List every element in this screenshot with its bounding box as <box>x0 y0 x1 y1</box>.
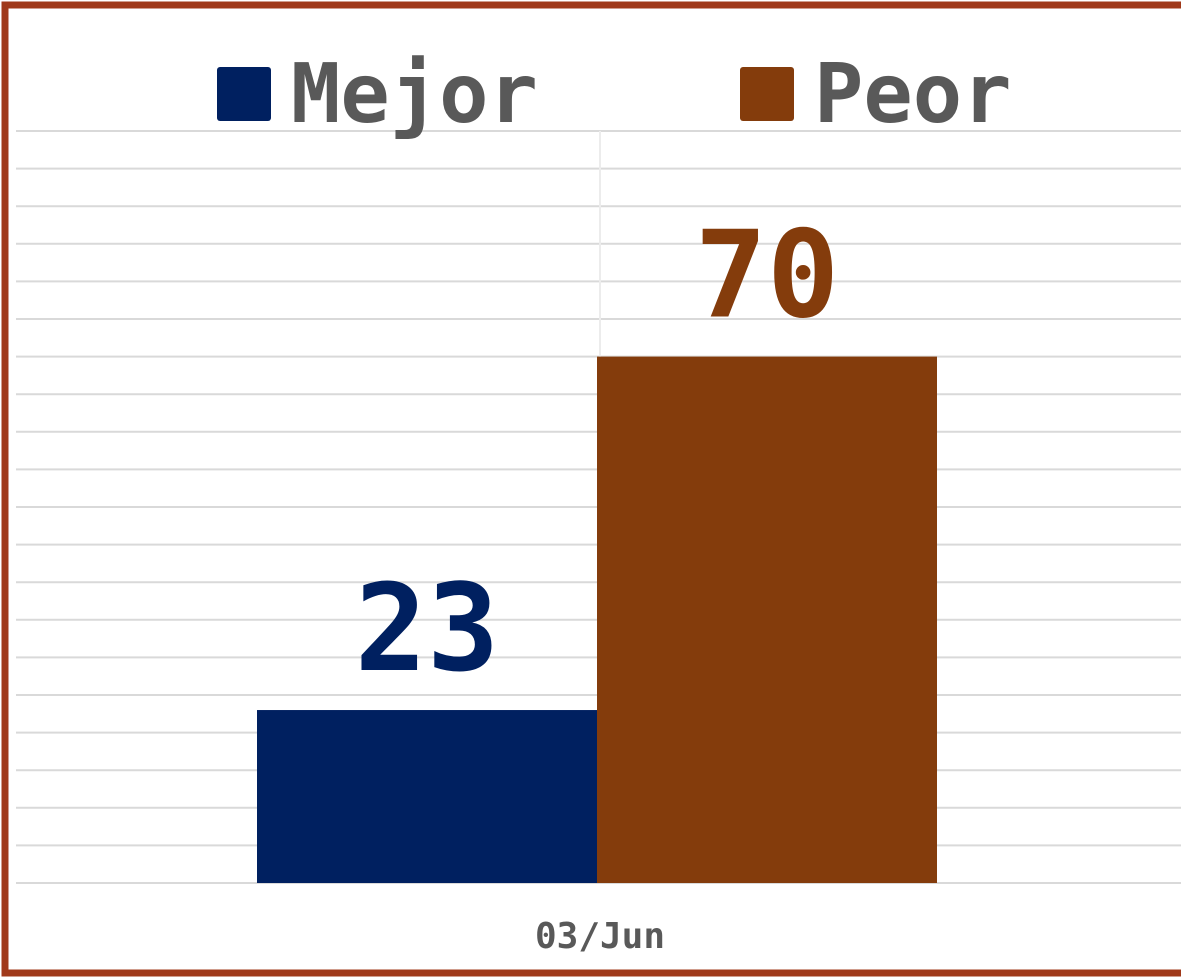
data-label: 70 <box>695 207 840 346</box>
bar <box>597 356 937 884</box>
x-tick-label: 03/Jun <box>535 916 665 957</box>
legend-label: Mejor <box>291 47 538 142</box>
legend-swatch <box>217 67 271 121</box>
legend-swatch <box>740 67 794 121</box>
data-label: 23 <box>355 560 500 699</box>
bar <box>257 710 597 883</box>
legend-label: Peor <box>814 47 1011 142</box>
